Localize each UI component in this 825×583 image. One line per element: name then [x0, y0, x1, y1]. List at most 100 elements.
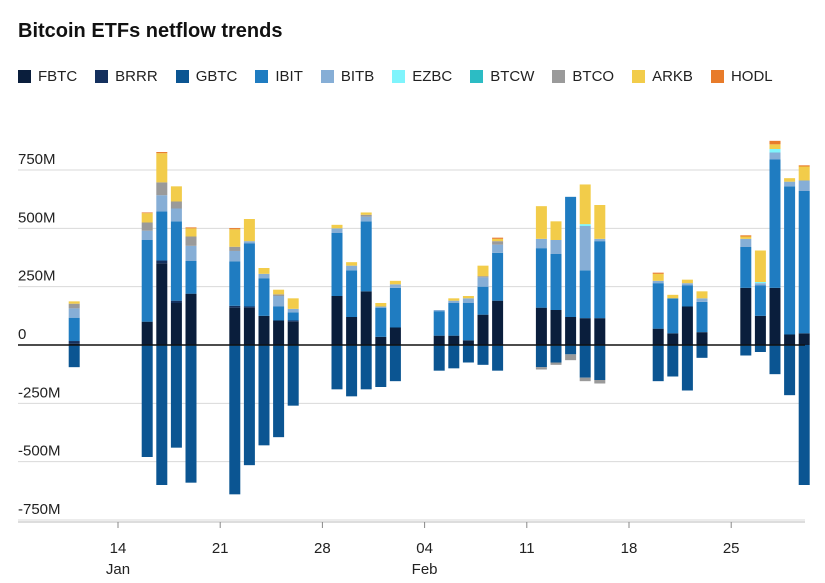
bar-segment-bitb-2024-02-05 — [433, 310, 445, 312]
bar-segment-hodl-2024-01-16 — [141, 212, 153, 214]
x-tick-label: 21 — [212, 540, 229, 557]
legend-label: FBTC — [38, 67, 78, 85]
legend-label: BTCW — [490, 67, 535, 85]
bar-segment-gbtc-2024-02-22 — [681, 345, 693, 391]
bar-segment-bitb-2024-01-23 — [243, 241, 255, 244]
bar-segment-gbtc-2024-02-01 — [375, 345, 387, 387]
bar-segment-fbtc-2024-01-25 — [273, 320, 285, 345]
bar-segment-fbtc-2024-02-02 — [389, 327, 401, 345]
bar-segment-btco-2024-02-08 — [477, 276, 489, 278]
bar-segment-ibit-2024-01-24 — [258, 278, 270, 316]
bar-segment-gbtc-2024-02-07 — [462, 345, 474, 363]
bar-segment-ibit-2024-02-07 — [462, 303, 474, 341]
bar-segment-arkb-2024-02-02 — [389, 280, 401, 285]
bar-segment-fbtc-2024-02-22 — [681, 306, 693, 345]
bar-segment-ibit-2024-01-25 — [273, 306, 285, 321]
bar-segment-ibit-2024-01-11 — [68, 317, 80, 342]
bar-segment-fbtc-2024-01-22 — [229, 307, 241, 345]
bar-segment-ibit-2024-02-28 — [769, 159, 781, 288]
bar-segment-ibit-2024-01-30 — [346, 270, 358, 317]
bar-segment-gbtc-2024-02-15 — [579, 345, 591, 378]
y-tick-label: -750M — [18, 501, 61, 518]
bar-segment-gbtc-2024-02-29 — [784, 345, 796, 396]
bar-segment-fbtc-2024-02-14 — [565, 317, 577, 345]
bar-segment-fbtc-2024-02-29 — [784, 334, 796, 345]
bar-segment-fbtc-2024-03-01 — [798, 333, 810, 345]
bar-segment-ibit-2024-03-01 — [798, 191, 810, 334]
bar-segment-fbtc-2024-02-06 — [448, 335, 460, 345]
legend-item-fbtc: FBTC — [18, 66, 77, 86]
bar-segment-brrr-2024-01-11 — [68, 341, 80, 344]
bar-segment-ibit-2024-02-29 — [784, 186, 796, 335]
bar-segment-btco-2024-02-12 — [535, 367, 547, 370]
bar-segment-ibit-2024-02-15 — [579, 270, 591, 319]
bar-segment-bitb-2024-02-13 — [550, 240, 562, 254]
x-tick-label: 25 — [723, 540, 740, 557]
bar-segment-ezbc-2024-02-28 — [769, 149, 781, 153]
bar-segment-gbtc-2024-02-14 — [565, 345, 577, 355]
bar-segment-bitb-2024-01-24 — [258, 273, 270, 279]
legend-label: BTCO — [572, 67, 615, 85]
x-tick-label: 18 — [621, 540, 638, 557]
bar-segment-gbtc-2024-02-26 — [740, 345, 752, 356]
bar-segment-ibit-2024-02-23 — [696, 301, 708, 333]
bar-segment-brrr-2024-01-22 — [229, 305, 241, 308]
bar-segment-arkb-2024-01-25 — [273, 289, 285, 295]
bar-segment-bitb-2024-01-18 — [170, 208, 182, 222]
bar-segment-fbtc-2024-02-13 — [550, 310, 562, 345]
x-month-label: Feb — [412, 561, 438, 578]
x-tick-label: 04 — [416, 540, 433, 557]
bar-segment-bitb-2024-02-07 — [462, 298, 474, 303]
bar-segment-gbtc-2024-02-06 — [448, 345, 460, 369]
bar-segment-ibit-2024-01-19 — [185, 261, 197, 294]
bar-segment-arkb-2024-02-23 — [696, 291, 708, 299]
bar-segment-bitb-2024-01-31 — [360, 216, 372, 222]
bar-segment-ibit-2024-01-26 — [287, 312, 299, 321]
bar-segment-arkb-2024-03-01 — [798, 166, 810, 181]
bar-segment-gbtc-2024-03-01 — [798, 345, 810, 485]
legend-swatch — [255, 69, 269, 83]
legend-item-btco: BTCO — [552, 66, 614, 86]
bar-segment-ibit-2024-02-08 — [477, 286, 489, 315]
legend-swatch — [470, 69, 484, 83]
bar-segment-ibit-2024-02-26 — [740, 247, 752, 288]
bar-segment-brrr-2024-01-23 — [243, 306, 255, 308]
bar-segment-arkb-2024-01-23 — [243, 219, 255, 242]
bar-segment-arkb-2024-01-11 — [68, 301, 80, 304]
bar-segment-arkb-2024-01-17 — [156, 153, 168, 183]
bar-segment-arkb-2024-02-26 — [740, 236, 752, 239]
bar-segment-arkb-2024-01-26 — [287, 298, 299, 309]
bar-segment-gbtc-2024-01-16 — [141, 345, 153, 457]
bar-segment-gbtc-2024-02-28 — [769, 345, 781, 375]
bar-segment-arkb-2024-02-27 — [754, 250, 766, 282]
bar-segment-arkb-2024-02-09 — [492, 238, 504, 242]
bar-segment-gbtc-2024-01-24 — [258, 345, 270, 446]
legend-swatch — [552, 69, 566, 83]
bar-segment-bitb-2024-02-23 — [696, 298, 708, 302]
bar-segment-brrr-2024-01-18 — [170, 300, 182, 303]
bar-segment-btco-2024-01-19 — [185, 236, 197, 246]
legend-swatch — [632, 69, 646, 83]
bar-segment-btco-2024-01-16 — [141, 222, 153, 231]
bar-segment-hodl-2024-01-22 — [229, 228, 241, 230]
bar-segment-bitb-2024-02-20 — [652, 280, 664, 284]
bar-segment-fbtc-2024-01-24 — [258, 315, 270, 345]
bar-segment-bitb-2024-02-01 — [375, 306, 387, 308]
bar-segment-ibit-2024-02-09 — [492, 252, 504, 301]
legend-label: HODL — [730, 67, 773, 85]
bar-segment-gbtc-2024-01-31 — [360, 345, 372, 390]
bar-segment-arkb-2024-01-30 — [346, 262, 358, 266]
bar-segment-ibit-2024-01-23 — [243, 243, 255, 307]
legend: FBTC BRRR GBTC IBIT BITB EZBC BTCW BTCO ARKB HODL — [18, 66, 808, 86]
y-tick-label: -250M — [18, 384, 61, 401]
bar-segment-ibit-2024-02-22 — [681, 285, 693, 307]
bar-segment-fbtc-2024-02-08 — [477, 314, 489, 345]
bar-segment-arkb-2024-02-16 — [594, 205, 606, 239]
legend-swatch — [95, 69, 109, 83]
bar-segment-bitb-2024-02-22 — [681, 283, 693, 286]
bar-segment-bitb-2024-01-22 — [229, 250, 241, 262]
bar-segment-fbtc-2024-02-28 — [769, 287, 781, 345]
bar-segment-ibit-2024-02-06 — [448, 303, 460, 336]
bar-segment-gbtc-2024-01-30 — [346, 345, 358, 397]
bar-segment-bitb-2024-01-16 — [141, 230, 153, 240]
